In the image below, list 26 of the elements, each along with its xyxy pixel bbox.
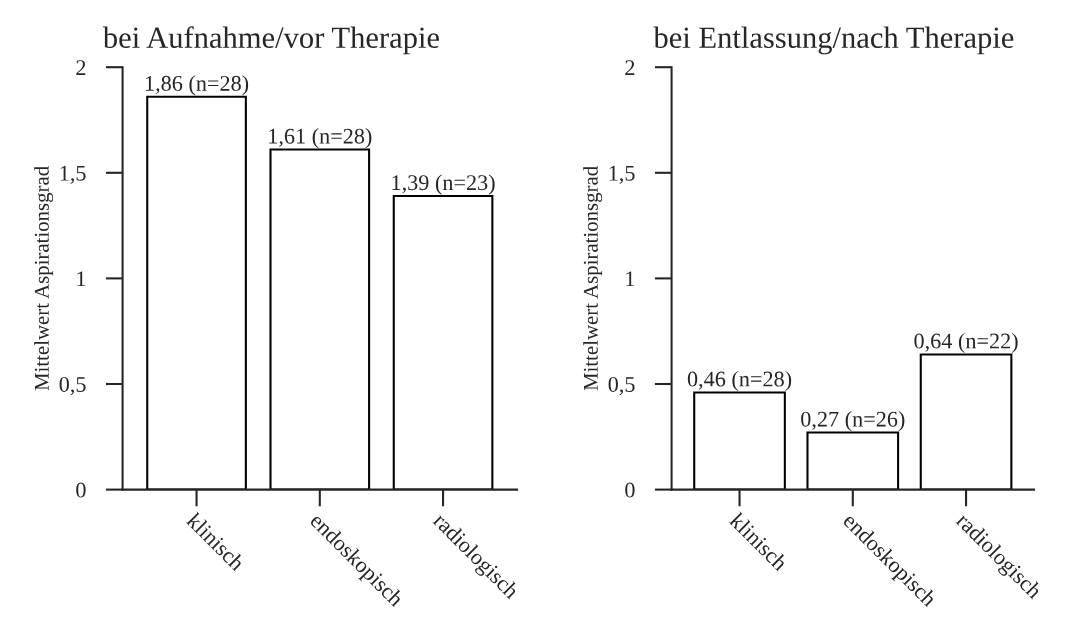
y-tick-label: 0,5 (608, 376, 635, 396)
y-tick-label: 1,5 (609, 165, 635, 184)
data-label: 1,61 (n=28) (269, 128, 372, 149)
bar (269, 148, 371, 490)
data-label: 0,46 (n=28) (687, 370, 792, 392)
bar (693, 391, 786, 490)
bar (392, 194, 494, 490)
bar (806, 431, 900, 490)
y-tick-label: 0 (76, 482, 86, 498)
y-tick-label: 2 (625, 60, 635, 75)
y-tick-label: 1 (626, 271, 635, 287)
y-tick-label: 1,5 (60, 165, 86, 184)
y-axis-title: Mittelwert Aspirationsgrad (34, 166, 54, 391)
y-tick-label: 0,5 (59, 376, 86, 396)
chart-title: bei Aufnahme/vor Therapie (102, 26, 439, 55)
y-tick-label: 2 (76, 60, 86, 75)
y-tick-label: 1 (77, 271, 86, 287)
bar (146, 95, 247, 490)
chart-title: bei Entlassung/nach Therapie (653, 26, 1014, 55)
data-label: 0,64 (n=22) (914, 332, 1018, 354)
data-label: 0,27 (n=26) (801, 411, 905, 432)
y-axis-title: Mittelwert Aspirationsgrad (583, 166, 603, 391)
bar (919, 353, 1013, 490)
data-label: 1,86 (n=28) (145, 75, 249, 96)
y-tick-label: 0 (625, 482, 635, 498)
data-label: 1,39 (n=23) (392, 174, 495, 195)
